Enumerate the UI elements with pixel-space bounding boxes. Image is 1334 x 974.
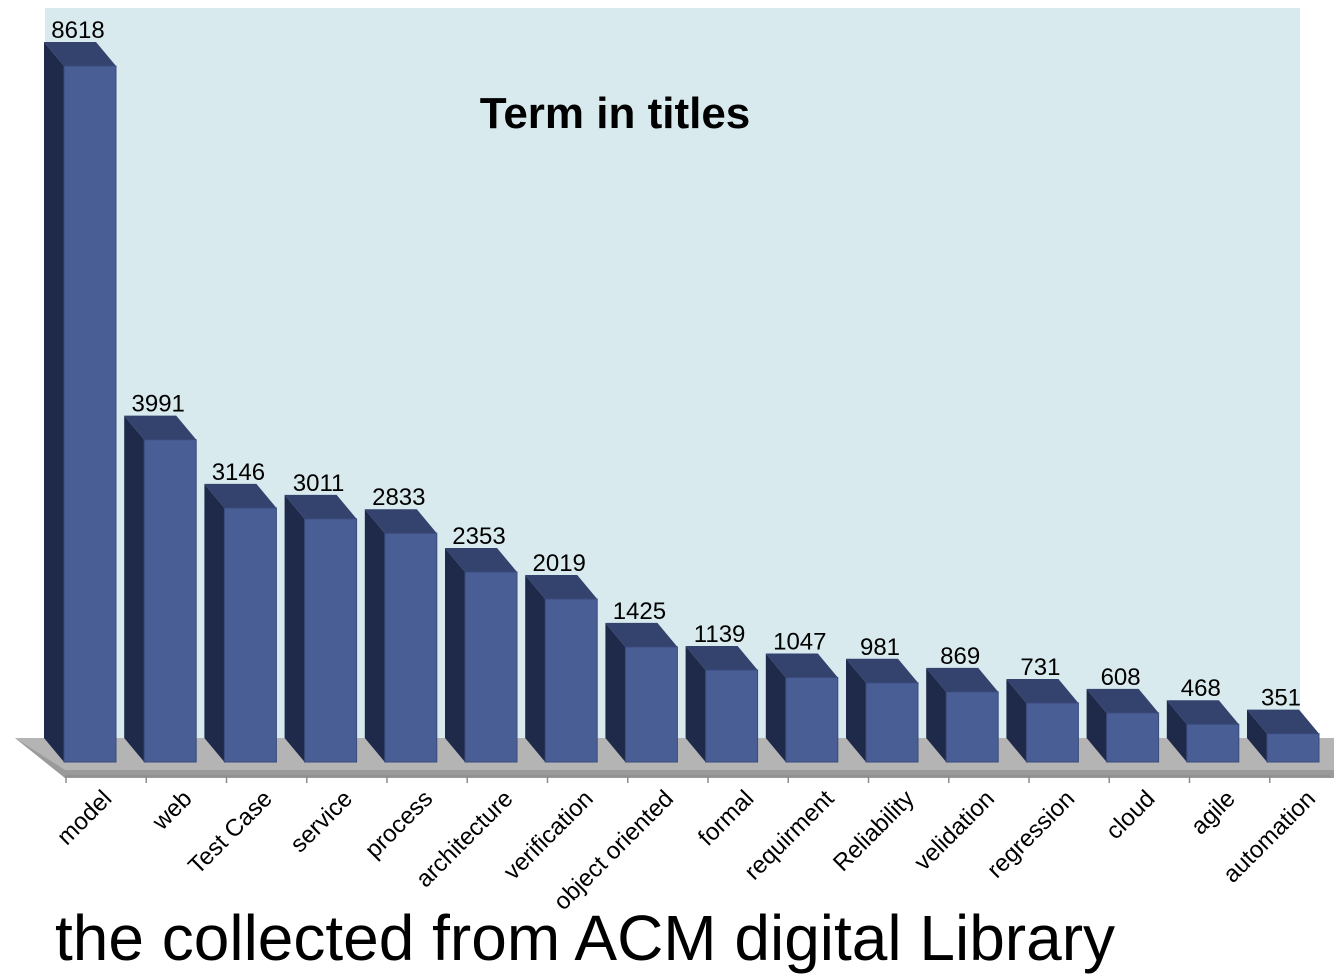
bar-agile <box>1166 700 1240 763</box>
value-label: 3146 <box>212 459 265 486</box>
bar-formal <box>685 646 759 763</box>
bar-top-face <box>525 574 598 599</box>
value-label: 468 <box>1181 675 1221 702</box>
bar-top-face <box>765 653 838 678</box>
bar-side-face <box>1166 700 1187 762</box>
category-label: service <box>285 785 358 858</box>
chart-floor-edge <box>15 738 1334 778</box>
bar-top-face <box>1086 688 1159 713</box>
category-label: model <box>52 785 117 850</box>
bar-side-face <box>204 483 225 762</box>
bar-object-oriented <box>605 622 678 763</box>
bar-front-face <box>1266 733 1320 763</box>
bar-verification <box>525 574 598 763</box>
bar-side-face <box>846 658 866 762</box>
value-label: 731 <box>1020 654 1060 681</box>
bar-architecture <box>445 547 518 763</box>
bar-model <box>44 42 117 763</box>
bar-top-face <box>605 622 678 647</box>
bar-side-face <box>124 415 145 762</box>
bar-side-face <box>284 494 305 762</box>
bar-front-face <box>865 682 919 763</box>
chart-container: 8618 3991 3146 3011 2833 2353 2019 1425 1139 1047… <box>15 8 1334 970</box>
bar-web <box>124 415 197 763</box>
bar-top-face <box>124 415 197 440</box>
chart-title: Term in titles <box>480 89 751 138</box>
bar-top-face <box>284 494 357 519</box>
bar-requirment <box>765 653 839 763</box>
bar-side-face <box>685 646 706 762</box>
category-label: cloud <box>1101 785 1161 845</box>
bar-top-face <box>926 667 999 692</box>
bar-automation <box>1247 709 1320 763</box>
bar-front-face <box>464 571 518 763</box>
value-labels-layer: 8618 3991 3146 3011 2833 2353 2019 1425 1139 1047… <box>51 17 1301 712</box>
bar-side-face <box>765 653 786 762</box>
bar-front-face <box>945 691 999 763</box>
category-label: regression <box>982 785 1080 883</box>
value-label: 1139 <box>694 621 746 648</box>
bar-side-face <box>364 509 385 762</box>
value-label: 2019 <box>533 550 586 577</box>
bar-chart: 8618 3991 3146 3011 2833 2353 2019 1425 1139 1047… <box>15 8 1334 916</box>
bar-front-face <box>1025 702 1079 763</box>
bar-front-face <box>223 507 277 763</box>
value-label: 1047 <box>773 628 826 655</box>
category-label: web <box>147 785 198 836</box>
bar-cloud <box>1086 688 1160 763</box>
bar-velidation <box>926 667 999 763</box>
category-label: Reliability <box>828 785 920 877</box>
bar-front-face <box>384 532 438 763</box>
bar-test-case <box>204 483 277 763</box>
value-label: 608 <box>1101 664 1141 691</box>
value-label: 3011 <box>293 470 345 497</box>
bar-top-face <box>685 646 758 671</box>
bar-front-face <box>624 646 678 763</box>
bar-front-face <box>1186 723 1240 763</box>
bar-regression <box>1006 678 1079 763</box>
bar-front-face <box>705 669 759 763</box>
footer-text: the collected from ACM digital Library <box>55 902 1115 974</box>
bar-top-face <box>1247 709 1319 734</box>
value-label: 2353 <box>452 523 505 550</box>
bar-side-face <box>525 574 546 762</box>
value-label: 3991 <box>132 391 185 418</box>
value-label: 351 <box>1261 685 1301 712</box>
value-label: 2833 <box>372 484 425 511</box>
bar-top-face <box>1166 700 1239 725</box>
bar-top-face <box>364 509 437 534</box>
bar-side-face <box>1247 709 1267 762</box>
bar-front-face <box>544 598 598 763</box>
category-label: agile <box>1186 785 1241 840</box>
category-label: Test Case <box>183 785 278 880</box>
bar-top-face <box>846 658 918 683</box>
bar-service <box>284 494 358 763</box>
bar-reliability <box>846 658 919 763</box>
bar-side-face <box>44 42 64 762</box>
bars-layer <box>44 42 1320 763</box>
value-label: 1425 <box>613 598 666 625</box>
bar-side-face <box>926 667 947 762</box>
bar-side-face <box>605 622 626 762</box>
value-label: 869 <box>940 643 980 670</box>
bar-top-face <box>445 547 517 572</box>
bar-side-face <box>1086 688 1107 762</box>
bar-top-face <box>204 483 277 508</box>
bar-front-face <box>1106 712 1160 763</box>
category-label: process <box>360 785 439 864</box>
value-label: 8618 <box>51 17 104 44</box>
bar-side-face <box>1006 678 1027 762</box>
bar-front-face <box>304 518 358 763</box>
value-label: 981 <box>860 634 900 661</box>
bar-top-face <box>44 42 116 66</box>
bar-front-face <box>63 65 117 763</box>
bar-process <box>364 509 438 763</box>
bar-side-face <box>445 547 465 762</box>
bar-top-face <box>1006 678 1079 703</box>
bar-front-face <box>785 676 839 763</box>
category-label: formal <box>693 785 759 851</box>
bar-front-face <box>143 439 197 763</box>
